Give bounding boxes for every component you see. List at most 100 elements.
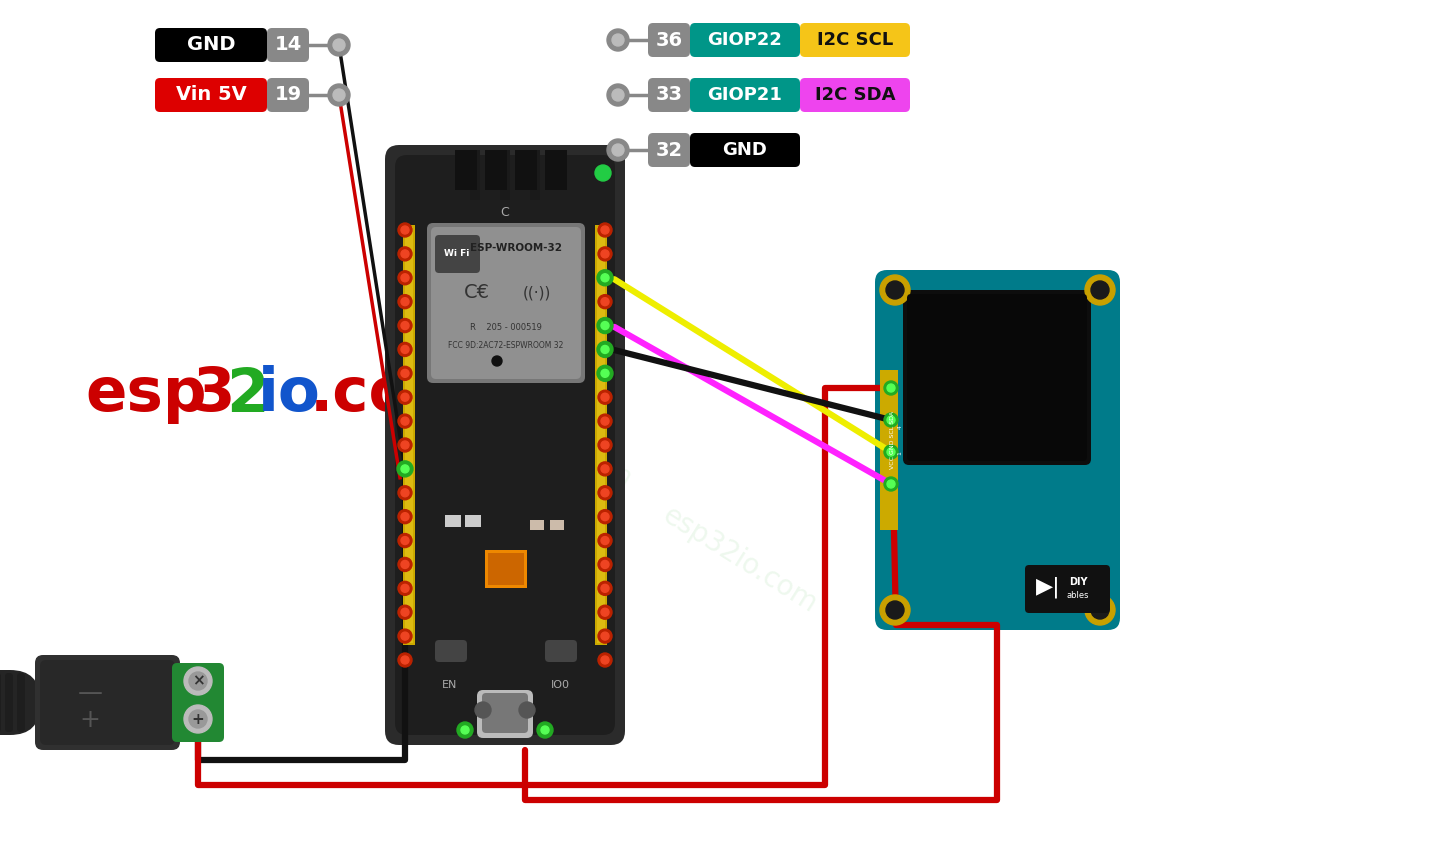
Circle shape (398, 653, 412, 667)
Circle shape (333, 89, 344, 101)
FancyBboxPatch shape (155, 78, 268, 112)
Circle shape (601, 370, 609, 377)
FancyBboxPatch shape (17, 673, 25, 732)
Bar (515, 150, 537, 190)
Text: I2C SCL: I2C SCL (818, 31, 893, 49)
Bar (454, 150, 478, 190)
Text: .com: .com (310, 365, 475, 425)
Bar (595, 225, 606, 645)
Circle shape (598, 365, 614, 382)
Text: +: + (80, 708, 100, 732)
Circle shape (601, 465, 609, 473)
FancyBboxPatch shape (41, 660, 175, 745)
Circle shape (328, 84, 350, 106)
Text: io: io (258, 365, 321, 425)
Text: DIY: DIY (1069, 577, 1087, 587)
Text: esp32io.com: esp32io.com (887, 451, 1052, 569)
Circle shape (598, 557, 612, 572)
Circle shape (598, 271, 612, 285)
Bar (485, 550, 527, 588)
Circle shape (598, 319, 612, 332)
Text: 33: 33 (655, 86, 683, 104)
Circle shape (601, 321, 609, 330)
Circle shape (398, 438, 412, 452)
Circle shape (598, 510, 612, 524)
Circle shape (398, 343, 412, 356)
Circle shape (884, 477, 899, 491)
Circle shape (598, 390, 612, 404)
Circle shape (886, 601, 904, 619)
Text: GIOP21: GIOP21 (708, 86, 783, 104)
FancyBboxPatch shape (875, 270, 1120, 630)
Circle shape (598, 462, 612, 476)
FancyBboxPatch shape (395, 155, 615, 735)
Circle shape (601, 226, 609, 234)
Text: +: + (191, 711, 204, 727)
Bar (405, 227, 412, 643)
Circle shape (880, 595, 910, 625)
Text: ((·)): ((·)) (522, 286, 551, 300)
Circle shape (598, 366, 612, 381)
Text: ables: ables (1066, 590, 1090, 600)
FancyBboxPatch shape (172, 663, 224, 742)
Circle shape (601, 321, 609, 330)
Circle shape (886, 281, 904, 299)
Circle shape (398, 629, 412, 643)
Circle shape (475, 702, 491, 718)
Circle shape (1085, 275, 1116, 305)
Circle shape (887, 480, 896, 488)
Bar (404, 225, 415, 645)
Circle shape (519, 702, 535, 718)
Circle shape (462, 726, 469, 734)
FancyBboxPatch shape (155, 28, 268, 62)
Circle shape (190, 672, 207, 690)
Circle shape (398, 319, 412, 332)
FancyBboxPatch shape (1024, 565, 1110, 613)
Circle shape (398, 390, 412, 404)
Text: EN: EN (443, 680, 457, 690)
Circle shape (601, 537, 609, 544)
Circle shape (398, 223, 412, 237)
Circle shape (601, 584, 609, 593)
Circle shape (1091, 281, 1108, 299)
FancyBboxPatch shape (268, 28, 310, 62)
Bar (464, 515, 480, 527)
Circle shape (601, 561, 609, 568)
Circle shape (601, 274, 609, 282)
Circle shape (612, 89, 624, 101)
Bar (530, 150, 540, 200)
Circle shape (598, 533, 612, 548)
Circle shape (612, 34, 624, 46)
Circle shape (401, 632, 410, 640)
Circle shape (884, 381, 899, 395)
Text: 3: 3 (192, 365, 236, 425)
Circle shape (457, 722, 473, 738)
Circle shape (398, 462, 412, 476)
FancyBboxPatch shape (690, 133, 800, 167)
FancyBboxPatch shape (903, 290, 1091, 465)
Text: GND: GND (187, 36, 236, 54)
Circle shape (601, 417, 609, 425)
Circle shape (398, 247, 412, 261)
Circle shape (595, 165, 611, 181)
Circle shape (601, 298, 609, 305)
Text: esp32io.com: esp32io.com (955, 484, 1085, 576)
FancyBboxPatch shape (436, 235, 480, 273)
Text: R    205 - 000519: R 205 - 000519 (470, 323, 543, 332)
Bar (546, 150, 567, 190)
Circle shape (598, 582, 612, 595)
Circle shape (606, 29, 629, 51)
Text: ×: × (191, 673, 204, 689)
Circle shape (601, 250, 609, 258)
Circle shape (401, 250, 410, 258)
FancyBboxPatch shape (4, 673, 13, 732)
Circle shape (601, 632, 609, 640)
Text: FCC 9D:2AC72-ESPWROOM 32: FCC 9D:2AC72-ESPWROOM 32 (449, 341, 564, 349)
Circle shape (401, 226, 410, 234)
Circle shape (598, 605, 612, 619)
Circle shape (328, 34, 350, 56)
Circle shape (612, 144, 624, 156)
Text: ▶|: ▶| (1036, 577, 1061, 598)
Circle shape (398, 510, 412, 524)
Circle shape (401, 321, 410, 330)
